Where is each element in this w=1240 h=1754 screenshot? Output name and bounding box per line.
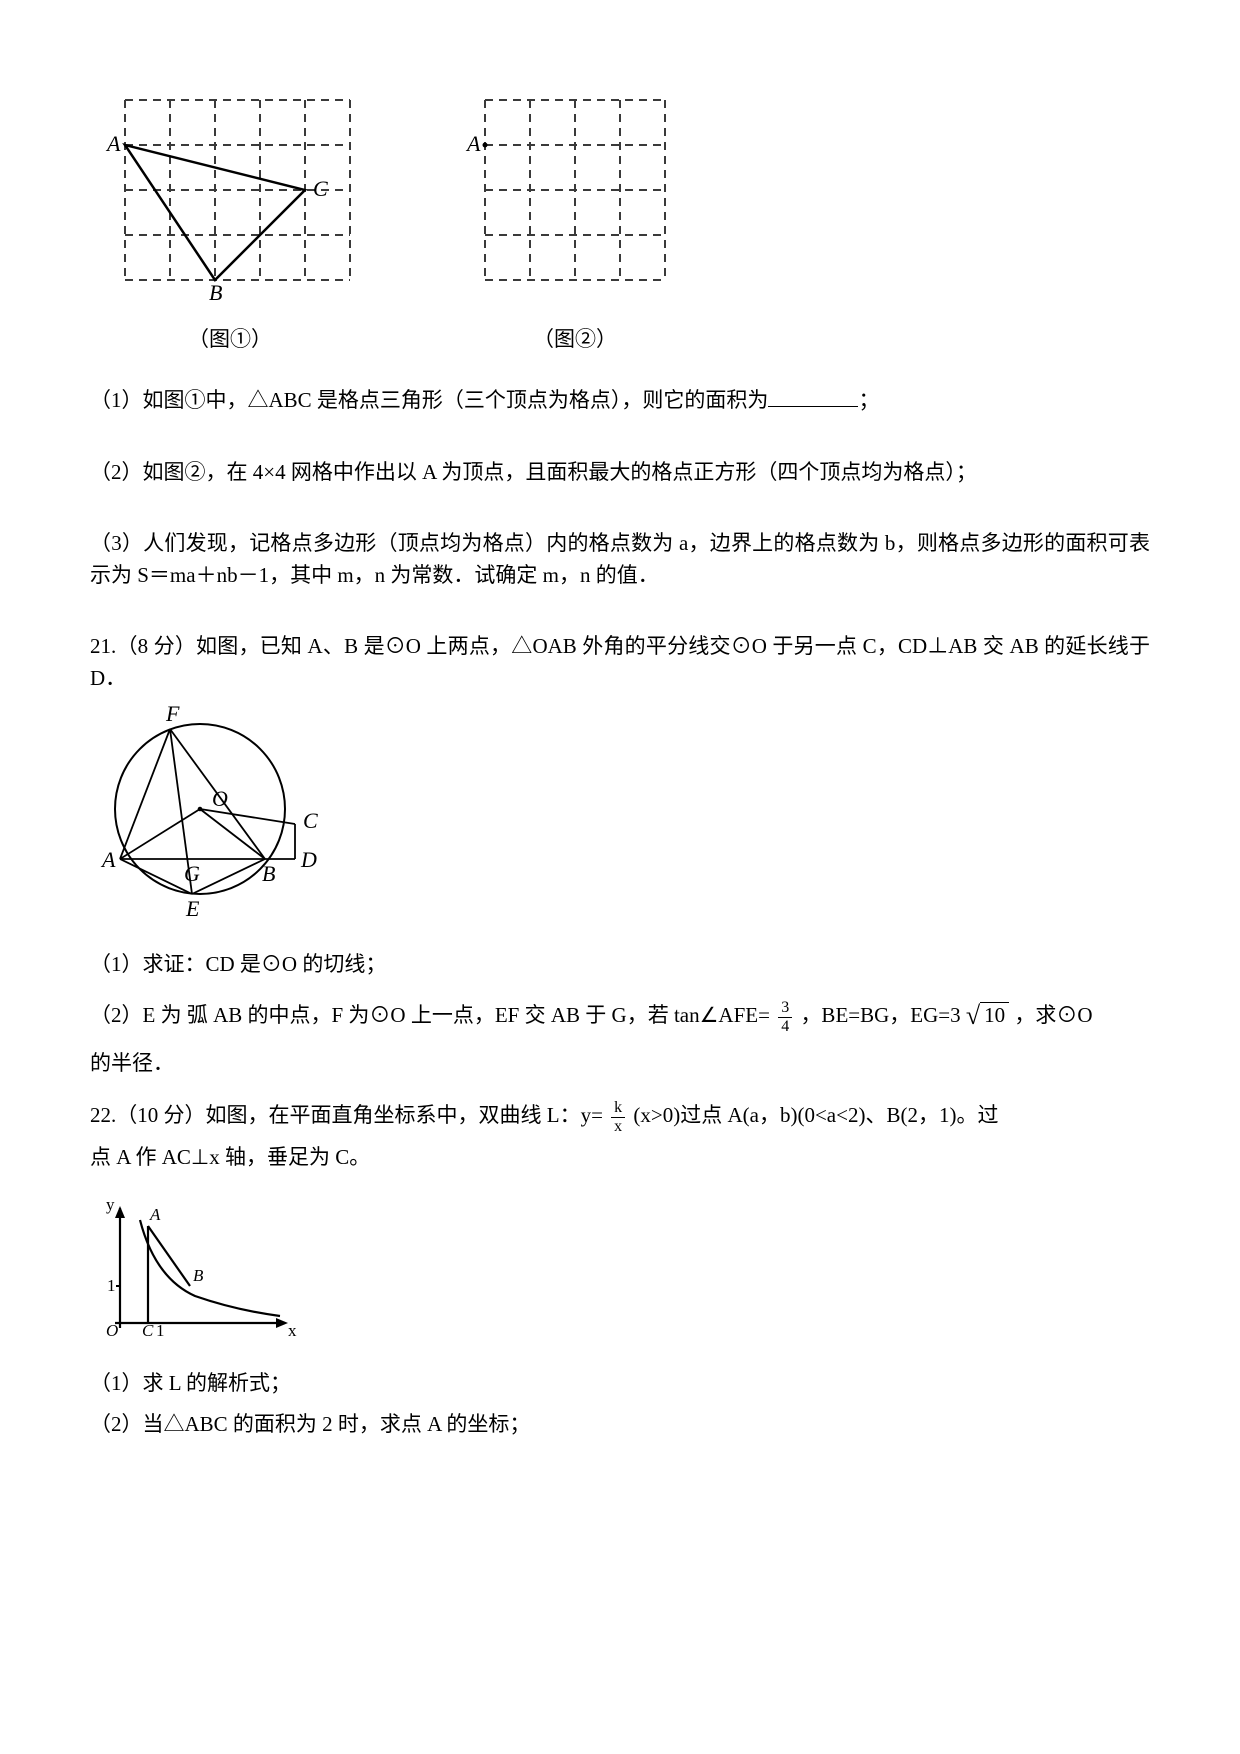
figure-1: A B C （图①） <box>100 90 360 355</box>
figure-hyperbola: y x O 1 A B C 1 <box>90 1198 1150 1358</box>
figure-2: A （图②） <box>460 90 690 355</box>
svg-text:O: O <box>212 786 228 811</box>
svg-text:D: D <box>300 847 317 872</box>
figure-circle: O A B C D E F G <box>90 704 1150 929</box>
svg-text:E: E <box>185 896 200 919</box>
text: 点 A 作 AC⊥x 轴，垂足为 C。 <box>90 1145 370 1169</box>
text: 22.（10 分）如图，在平面直角坐标系中，双曲线 L：y= <box>90 1103 603 1127</box>
svg-text:A: A <box>100 847 116 872</box>
figure-2-svg: A <box>460 90 690 310</box>
svg-text:y: y <box>106 1198 115 1214</box>
figure-1-svg: A B C <box>100 90 360 310</box>
answer-blank <box>768 406 858 407</box>
svg-text:G: G <box>184 861 200 886</box>
svg-text:B: B <box>209 280 222 305</box>
sqrt: √10 <box>966 1003 1009 1027</box>
text: 的半径． <box>90 1051 174 1075</box>
q21-part2: （2）E 为 弧 AB 的中点，F 为⊙O 上一点，EF 交 AB 于 G，若 … <box>90 990 1150 1084</box>
fraction-k-x: k x <box>611 1100 625 1135</box>
svg-text:B: B <box>193 1266 204 1285</box>
svg-text:C: C <box>303 808 318 833</box>
q22-part1: （1）求 L 的解析式； <box>90 1368 1150 1400</box>
text: ； <box>858 388 879 412</box>
svg-text:C: C <box>142 1321 154 1340</box>
svg-text:x: x <box>288 1321 297 1340</box>
figure-1-caption: （图①） <box>100 324 360 356</box>
text: ，BE=BG，EG=3 <box>800 1003 960 1027</box>
figure-circle-svg: O A B C D E F G <box>90 704 320 919</box>
figure-2-caption: （图②） <box>460 324 690 356</box>
q21-intro: 21.（8 分）如图，已知 A、B 是⊙O 上两点，△OAB 外角的平分线交⊙O… <box>90 631 1150 694</box>
text: (x>0)过点 A(a，b)(0<a<2)、B(2，1)。过 <box>633 1103 998 1127</box>
fraction-3-4: 3 4 <box>778 1000 792 1035</box>
q-grid-part1: （1）如图①中，△ABC 是格点三角形（三个顶点为格点），则它的面积为 ； <box>90 385 1150 417</box>
svg-text:A: A <box>105 131 121 156</box>
q22-intro: 22.（10 分）如图，在平面直角坐标系中，双曲线 L：y= k x (x>0)… <box>90 1094 1150 1178</box>
q-grid-part3: （3）人们发现，记格点多边形（顶点均为格点）内的格点数为 a，边界上的格点数为 … <box>90 528 1150 591</box>
figure-hyperbola-svg: y x O 1 A B C 1 <box>90 1198 300 1348</box>
svg-text:A: A <box>465 131 481 156</box>
q-grid-part2: （2）如图②，在 4×4 网格中作出以 A 为顶点，且面积最大的格点正方形（四个… <box>90 457 1150 489</box>
q21-part1: （1）求证：CD 是⊙O 的切线； <box>90 949 1150 981</box>
svg-text:A: A <box>149 1205 161 1224</box>
svg-text:C: C <box>313 176 328 201</box>
svg-text:F: F <box>165 704 180 726</box>
text: ，求⊙O <box>1014 1003 1092 1027</box>
q22-part2: （2）当△ABC 的面积为 2 时，求点 A 的坐标； <box>90 1409 1150 1441</box>
svg-text:O: O <box>106 1321 118 1340</box>
figures-row: A B C （图①） A （图②） <box>90 90 1150 355</box>
text: （1）如图①中，△ABC 是格点三角形（三个顶点为格点），则它的面积为 <box>90 388 768 412</box>
svg-text:1: 1 <box>107 1276 116 1295</box>
svg-text:1: 1 <box>156 1321 165 1340</box>
svg-text:B: B <box>262 861 275 886</box>
text: （2）E 为 弧 AB 的中点，F 为⊙O 上一点，EF 交 AB 于 G，若 … <box>90 1003 770 1027</box>
